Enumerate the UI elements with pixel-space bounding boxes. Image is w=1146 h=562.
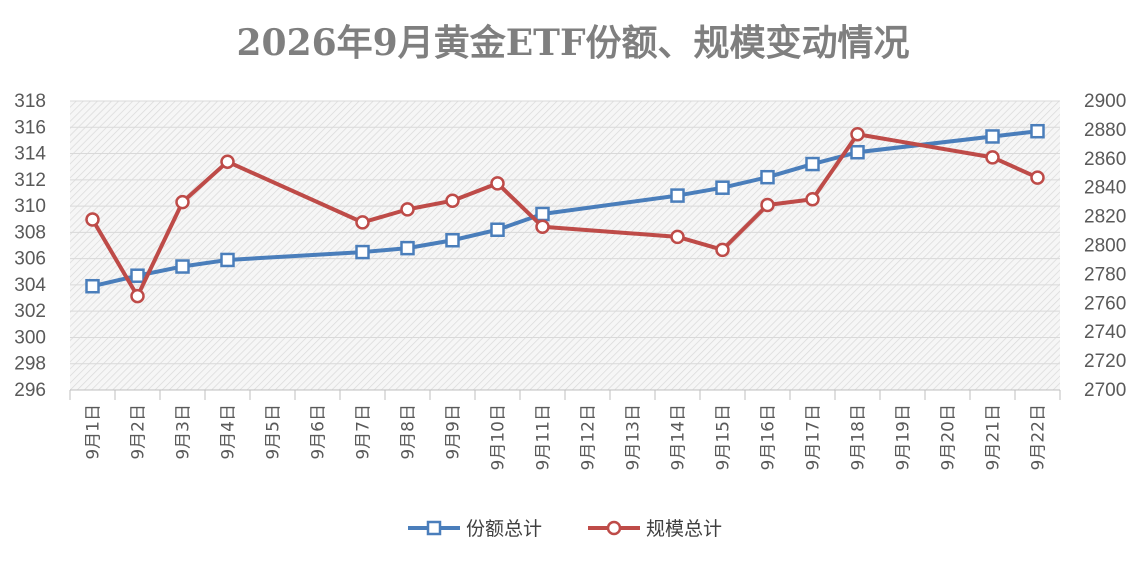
data-point-circle — [985, 150, 1000, 165]
x-category-label: 9月2日 — [129, 404, 149, 460]
data-point-square — [445, 232, 460, 248]
data-point-circle — [85, 212, 100, 227]
data-point-circle — [175, 194, 190, 210]
y-right-tick-label: 2800 — [1084, 236, 1126, 257]
x-category-label: 9月16日 — [759, 404, 779, 470]
x-category-label: 9月5日 — [264, 404, 284, 460]
series-line-份额总计 — [92, 129, 1038, 289]
y-left-tick-label: 312 — [14, 170, 46, 191]
data-point-square — [175, 259, 190, 274]
y-right-tick-label: 2860 — [1084, 149, 1126, 170]
data-point-circle — [670, 229, 685, 245]
x-category-label: 9月6日 — [309, 404, 329, 460]
x-category-label: 9月17日 — [804, 404, 824, 470]
y-right-tick-label: 2720 — [1084, 351, 1126, 372]
y-right-tick-label: 2700 — [1084, 380, 1126, 401]
data-point-square — [1030, 123, 1045, 139]
x-category-label: 9月8日 — [399, 404, 419, 460]
data-point-circle — [535, 219, 550, 234]
data-point-square — [715, 180, 730, 195]
x-category-label: 9月22日 — [1029, 404, 1049, 470]
data-point-square — [850, 144, 865, 160]
y-right-tick-label: 2880 — [1084, 120, 1126, 141]
x-category-label: 9月15日 — [714, 404, 734, 470]
data-point-square — [130, 268, 145, 283]
data-point-square — [220, 252, 235, 268]
data-point-square — [760, 169, 775, 185]
y-right-tick-label: 2840 — [1084, 178, 1126, 199]
axes: 318 316 314 312 310 308 306 304 302 300 298 296 2900… — [14, 91, 1126, 470]
data-point-square — [805, 156, 820, 172]
x-category-label: 9月7日 — [354, 404, 374, 460]
x-category-label: 9月13日 — [624, 404, 644, 470]
y-left-tick-label: 300 — [14, 327, 46, 348]
series-line-规模总计 — [90, 132, 1039, 299]
legend-marker-square — [426, 520, 442, 536]
x-category-label: 9月4日 — [219, 404, 239, 460]
legend-marker-circle — [606, 520, 622, 536]
y-right-tick-label: 2740 — [1084, 322, 1126, 343]
x-category-label: 9月14日 — [669, 404, 689, 470]
data-point-square — [490, 222, 505, 237]
y-right-tick-label: 2760 — [1084, 293, 1126, 314]
data-point-square — [670, 188, 685, 203]
y-left-tick-label: 298 — [14, 354, 46, 375]
y-left-tick-label: 296 — [14, 380, 46, 401]
y-left-tick-label: 306 — [14, 249, 46, 270]
y-left-tick-label: 302 — [14, 301, 46, 322]
data-point-circle — [220, 154, 235, 169]
data-point-circle — [445, 193, 460, 208]
x-category-label: 9月18日 — [849, 404, 869, 470]
y-left-tick-label: 308 — [14, 222, 46, 243]
data-point-square — [85, 278, 100, 294]
data-point-circle — [400, 202, 415, 217]
x-category-label: 9月21日 — [984, 404, 1004, 470]
data-point-circle — [355, 215, 370, 230]
x-category-label: 9月20日 — [939, 404, 959, 470]
y-left-tick-label: 316 — [14, 117, 46, 138]
x-category-label: 9月12日 — [579, 404, 599, 470]
data-point-circle — [805, 192, 820, 207]
data-point-circle — [850, 126, 865, 142]
y-right-tick-label: 2900 — [1084, 91, 1126, 112]
legend-label: 份额总计 — [466, 518, 542, 540]
x-category-label: 9月10日 — [489, 404, 509, 470]
data-point-square — [355, 244, 370, 260]
legend: 份额总计 规模总计 — [408, 518, 722, 540]
x-category-label: 9月11日 — [534, 404, 554, 470]
chart-title: 2026年9月黄金ETF份额、规模变动情况 — [236, 22, 910, 64]
x-category-label: 9月19日 — [894, 404, 914, 470]
x-category-label: 9月1日 — [84, 404, 104, 460]
y-left-tick-label: 314 — [14, 144, 46, 165]
data-point-circle — [1030, 170, 1045, 185]
series-lines — [85, 123, 1045, 304]
y-right-tick-label: 2820 — [1084, 207, 1126, 228]
legend-label: 规模总计 — [646, 518, 722, 540]
data-point-circle — [490, 176, 505, 191]
data-point-circle — [715, 242, 730, 258]
x-category-label: 9月3日 — [174, 404, 194, 460]
data-point-square — [985, 129, 1000, 144]
y-left-tick-label: 318 — [14, 91, 46, 112]
data-point-square — [400, 240, 415, 256]
y-left-tick-label: 304 — [14, 275, 46, 296]
y-left-tick-label: 310 — [14, 196, 46, 217]
x-category-label: 9月9日 — [444, 404, 464, 460]
data-point-circle — [130, 288, 145, 304]
data-point-square — [535, 206, 550, 222]
y-right-tick-label: 2780 — [1084, 264, 1126, 285]
data-point-circle — [760, 197, 775, 213]
